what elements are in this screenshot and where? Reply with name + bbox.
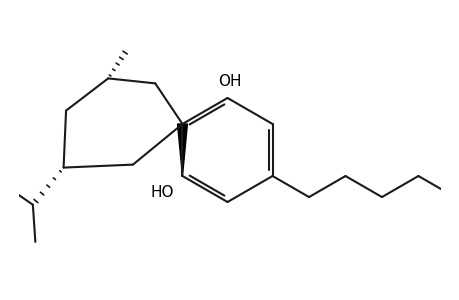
Text: OH: OH	[218, 74, 241, 89]
Polygon shape	[177, 124, 187, 176]
Text: HO: HO	[150, 185, 173, 200]
